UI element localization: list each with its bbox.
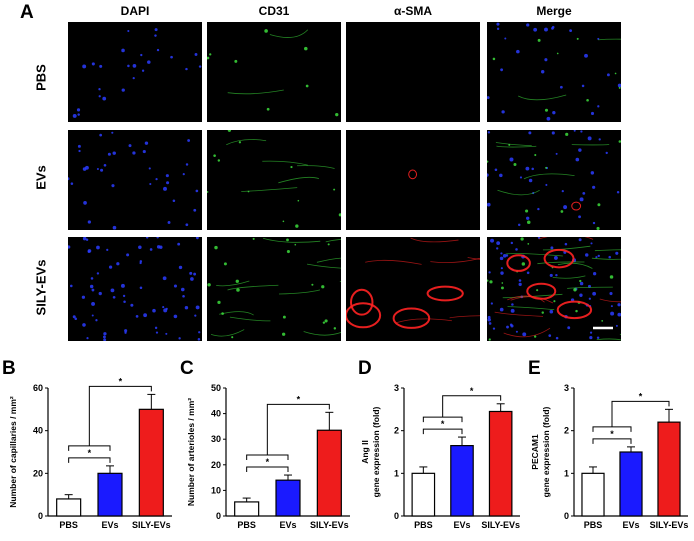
capillaries-bar-2: [138, 408, 164, 517]
ang-ii-sig-subbracket: [422, 416, 463, 423]
capillaries-sig-bracket-0: [68, 457, 111, 463]
ang-ii-x-tick-label-1: EVs: [453, 520, 470, 530]
micrograph-evs-dapi: [68, 130, 202, 230]
capillaries-y-tick-label: 40: [33, 426, 43, 436]
panel-letter-e: E: [528, 358, 541, 379]
capillaries-sig-bracket-1: [88, 385, 152, 446]
pecam1-bar-1: [619, 451, 643, 517]
micrograph-evs-cd31: [207, 130, 341, 230]
arterioles-y-tick-label: 0: [216, 511, 221, 521]
ang-ii-y-tick-label: 0: [394, 511, 399, 521]
micrograph-sily-asma: [346, 237, 480, 341]
ang-ii-y-tick-label: 2: [394, 426, 399, 436]
bar-chart-capillaries: Number of capillaries / mm² 0 20 40 60 PBS EVs…: [0, 376, 178, 536]
pecam1-y-axis-label: PECAM1gene expression (fold): [530, 406, 551, 497]
ang-ii-x-tick-label-0: PBS: [414, 520, 433, 530]
capillaries-bar-0: [56, 498, 82, 517]
panel-letter-a: A: [20, 2, 34, 23]
arterioles-sig-subbracket: [246, 454, 289, 461]
row-label-evs: EVs: [33, 165, 49, 190]
pecam1-x-tick-label-2: SILY-EVs: [650, 520, 689, 530]
capillaries-y-tick-label: 0: [38, 511, 43, 521]
capillaries-y-tick-label: 20: [33, 468, 43, 478]
column-header-cd31: CD31: [258, 4, 290, 18]
arterioles-sig-bracket-0: [246, 466, 289, 473]
pecam1-bar-2: [657, 421, 681, 517]
arterioles-sig-star-0: *: [266, 457, 270, 467]
micrograph-evs-asma: [346, 130, 480, 230]
pecam1-y-tick-label: 1: [564, 468, 569, 478]
capillaries-x-tick-label-1: EVs: [101, 520, 118, 530]
arterioles-y-axis-label: Number of arterioles / mm²: [186, 398, 196, 506]
panel-letter-b: B: [2, 358, 16, 379]
column-header-merge: Merge: [536, 4, 572, 18]
micrograph-sily-dapi: [68, 237, 202, 341]
micrograph-pbs-cd31: [207, 22, 341, 122]
capillaries-x-tick-label-0: PBS: [59, 520, 78, 530]
panel-letter-c: C: [180, 358, 194, 379]
bar-chart-arterioles: Number of arterioles / mm² 0 10 20 30 40 50 PBS…: [178, 380, 356, 536]
micrograph-sily-merge: [487, 237, 621, 341]
micrograph-pbs-merge: [487, 22, 621, 122]
row-label-sily: SILY-EVs: [33, 259, 49, 316]
arterioles-y-tick-label: 20: [211, 460, 221, 470]
pecam1-sig-subbracket: [592, 426, 632, 432]
micrograph-pbs-dapi: [68, 22, 202, 122]
arterioles-x-tick-label-1: EVs: [279, 520, 296, 530]
arterioles-bar-2: [316, 429, 342, 517]
arterioles-y-tick-label: 10: [211, 485, 221, 495]
pecam1-sig-bracket-1: [611, 400, 670, 427]
ang-ii-sig-star-1: *: [470, 386, 474, 396]
capillaries-sig-star-1: *: [119, 376, 123, 386]
ang-ii-sig-star-0: *: [441, 419, 445, 429]
pecam1-bar-0: [581, 472, 605, 517]
capillaries-x-tick-label-2: SILY-EVs: [132, 520, 171, 530]
arterioles-y-tick-label: 40: [211, 409, 221, 419]
pecam1-sig-bracket-0: [592, 438, 632, 444]
arterioles-bar-0: [234, 501, 260, 517]
micrograph-evs-merge: [487, 130, 621, 230]
arterioles-x-tick-label-2: SILY-EVs: [310, 520, 349, 530]
arterioles-y-tick-label: 30: [211, 434, 221, 444]
arterioles-sig-bracket-1: [266, 403, 330, 456]
pecam1-x-tick-label-0: PBS: [584, 520, 603, 530]
ang-ii-bar-2: [488, 410, 513, 517]
capillaries-bar-1: [97, 472, 123, 517]
ang-ii-y-axis-label: Ang IIgene expression (fold): [360, 406, 381, 497]
capillaries-y-axis-label: Number of capillaries / mm²: [8, 396, 18, 508]
pecam1-y-tick-label: 2: [564, 426, 569, 436]
micrograph-sily-cd31: [207, 237, 341, 341]
panel-letter-d: D: [358, 358, 372, 379]
column-header-dapi: DAPI: [120, 4, 150, 18]
micrograph-pbs-asma: [346, 22, 480, 122]
ang-ii-y-tick-label: 3: [394, 383, 399, 393]
bar-chart-pecam1: PECAM1gene expression (fold) 0 1 2 3 PBS EVs SI…: [526, 380, 694, 536]
arterioles-bar-1: [275, 479, 301, 517]
capillaries-sig-star-0: *: [88, 448, 92, 458]
ang-ii-x-tick-label-2: SILY-EVs: [481, 520, 520, 530]
pecam1-x-tick-label-1: EVs: [622, 520, 639, 530]
ang-ii-sig-bracket-1: [442, 395, 502, 418]
ang-ii-sig-bracket-0: [422, 428, 463, 435]
arterioles-y-tick-label: 50: [211, 383, 221, 393]
ang-ii-y-tick-label: 1: [394, 468, 399, 478]
pecam1-y-tick-label: 3: [564, 383, 569, 393]
bar-chart-ang-ii: Ang IIgene expression (fold) 0 1 2 3 PBS EVs SI…: [356, 380, 526, 536]
pecam1-y-tick-label: 0: [564, 511, 569, 521]
capillaries-y-tick-label: 60: [33, 383, 43, 393]
capillaries-sig-subbracket: [68, 445, 111, 451]
arterioles-sig-star-1: *: [297, 394, 301, 404]
ang-ii-bar-0: [411, 472, 436, 517]
pecam1-sig-star-1: *: [639, 391, 643, 401]
arterioles-x-tick-label-0: PBS: [237, 520, 256, 530]
row-label-pbs: PBS: [33, 64, 49, 91]
column-header-asma: α-SMA: [393, 4, 433, 18]
ang-ii-bar-1: [450, 444, 474, 517]
pecam1-sig-star-0: *: [610, 429, 614, 439]
